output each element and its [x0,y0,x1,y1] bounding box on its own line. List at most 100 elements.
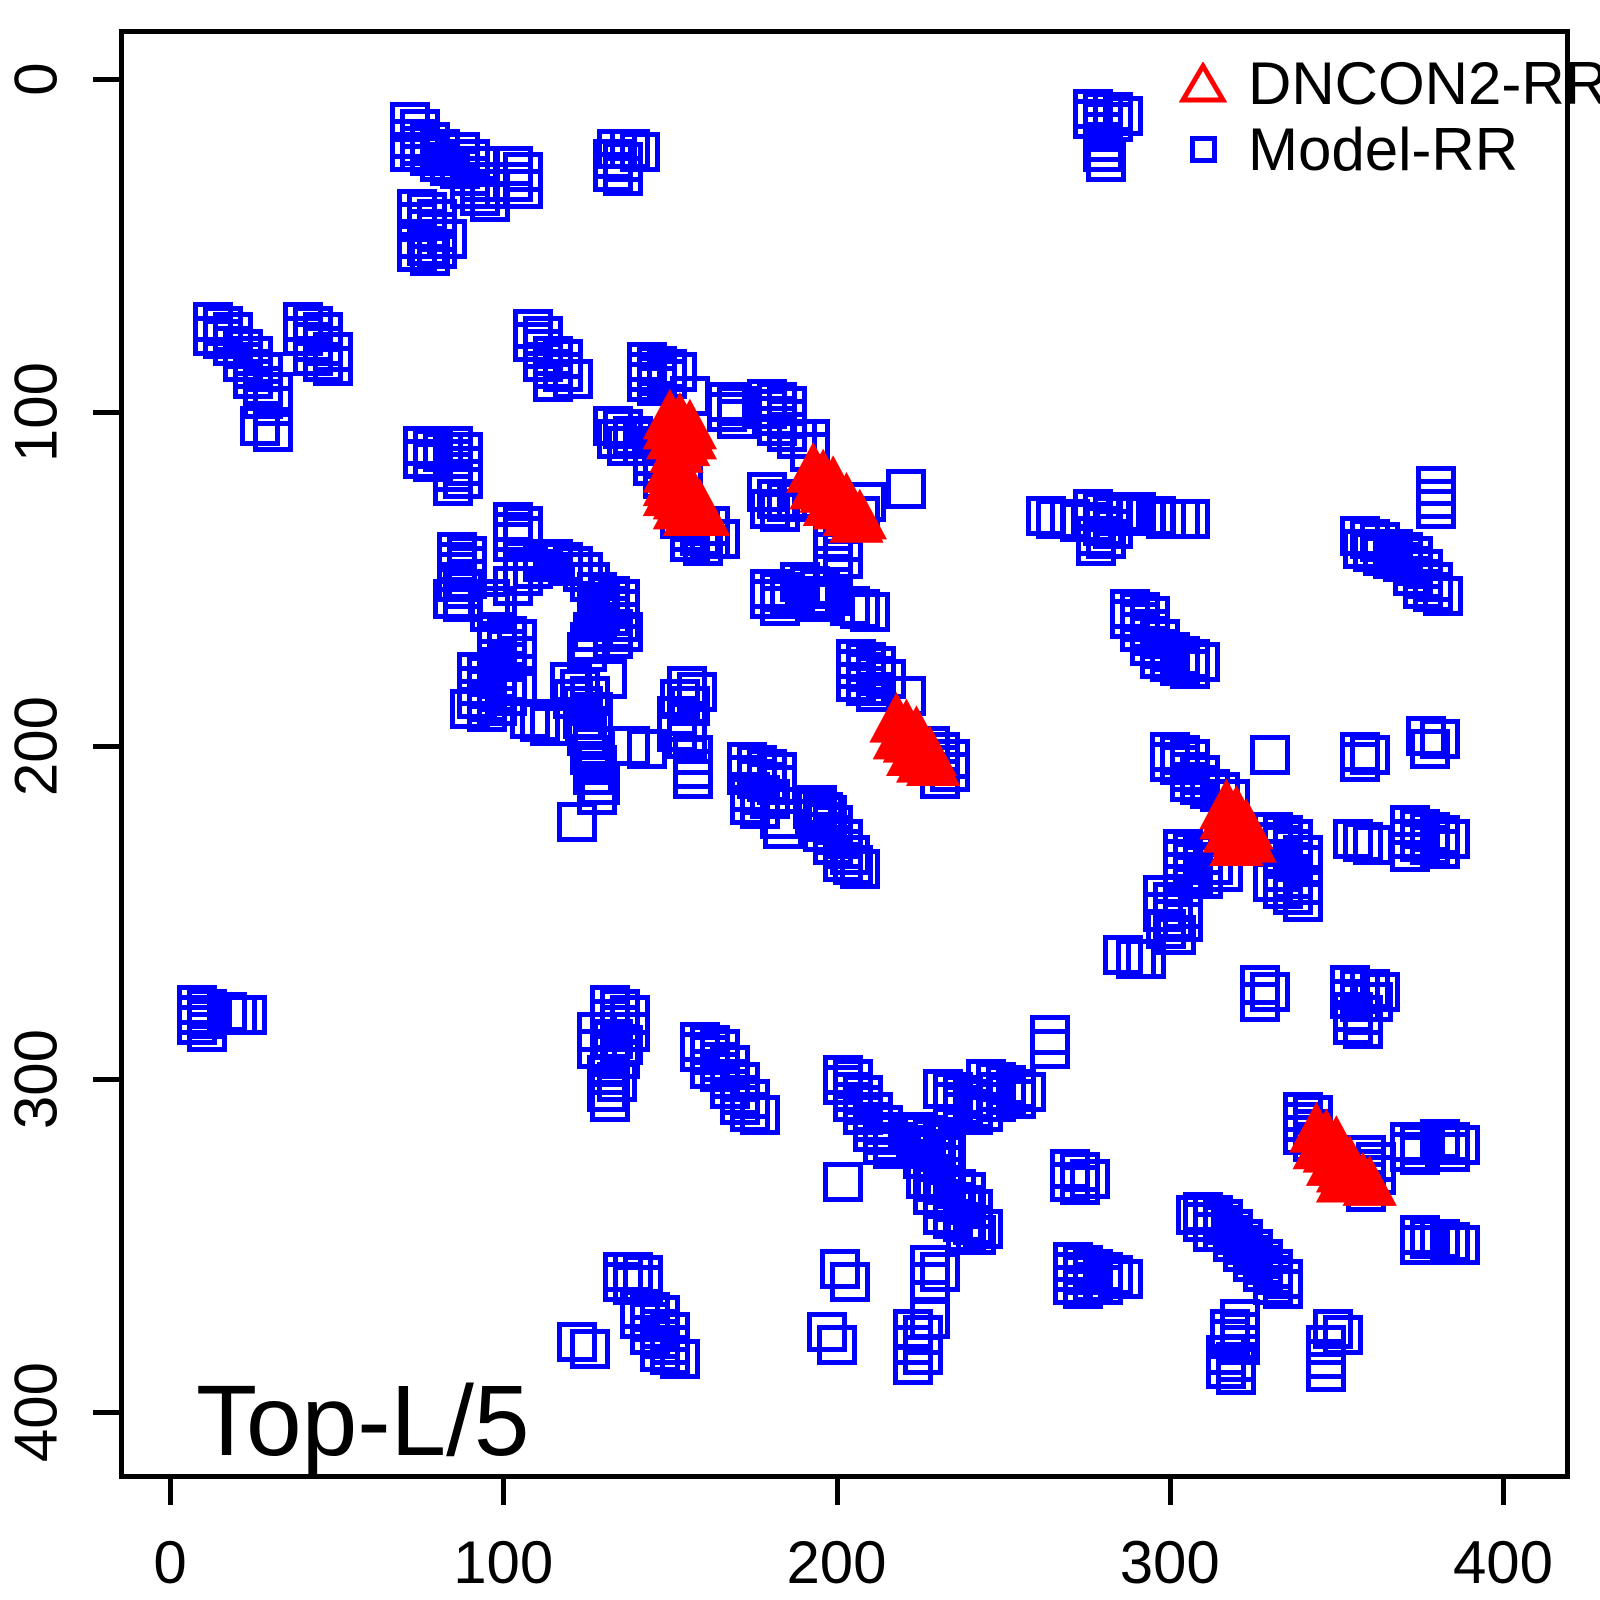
model-rr-point [1439,1225,1480,1266]
x-tick-label: 200 [786,1529,887,1596]
legend: DNCON2-RR Model-RR [1158,50,1600,183]
model-rr-point [796,785,837,826]
model-rr-point [1159,645,1200,686]
chart-title: Top-L/5 [196,1365,530,1477]
model-rr-point [1253,1265,1294,1306]
model-rr-point [433,465,474,506]
model-rr-point [1103,935,1144,976]
model-rr-point [816,1325,857,1366]
model-rr-point [659,1338,700,1379]
model-rr-point [1419,828,1460,869]
legend-label-model: Model-RR [1248,115,1519,183]
model-rr-point [829,835,870,876]
legend-item-model: Model-RR [1158,115,1600,183]
model-rr-point [749,488,790,529]
model-rr-point [1183,1202,1224,1243]
x-tick [834,1479,840,1505]
model-rr-point [1263,1268,1304,1309]
model-rr-point [1399,1225,1440,1266]
model-rr-point [1179,642,1220,683]
model-rr-point [656,352,697,393]
model-rr-point [589,1082,630,1123]
model-rr-point [1029,1028,1070,1069]
x-tick [168,1479,173,1505]
model-rr-point [1306,1352,1347,1392]
model-rr-point [1169,498,1210,539]
x-tick [501,1479,507,1505]
model-rr-point [1339,742,1380,783]
model-rr-point [1249,735,1290,776]
model-rr-point [409,235,450,276]
model-rr-point [1353,825,1394,866]
model-rr-point [1413,572,1454,613]
model-rr-point [1126,938,1167,979]
model-rr-point [593,152,634,193]
dncon2-rr-point [1209,815,1264,866]
plot-border [119,29,1570,1479]
y-tick [93,1076,119,1082]
model-rr-point [603,612,644,653]
model-rr-point [956,1215,997,1256]
model-rr-point [533,362,574,403]
x-tick-label: 400 [1452,1529,1554,1596]
model-rr-point [1249,972,1290,1013]
model-rr-point [493,162,534,203]
model-rr-point [1283,882,1324,923]
model-rr-point [1343,1008,1384,1049]
model-rr-point [1416,488,1457,529]
model-rr-point [893,1345,934,1386]
model-rr-point [799,582,840,623]
model-rr-point [1093,1255,1134,1296]
model-rr-point [239,405,280,446]
model-rr-point [919,1252,960,1293]
model-rr-point [846,665,887,706]
model-rr-point [1169,648,1210,689]
model-rr-point [253,412,294,453]
model-rr-point [456,678,497,719]
model-rr-point [176,1005,217,1046]
model-rr-point [903,1335,944,1376]
model-rr-point [996,1078,1037,1119]
model-rr-point [556,1322,597,1363]
model-rr-point [503,168,544,209]
model-rr-point [416,228,457,269]
y-tick [93,77,119,82]
model-rr-point [806,1312,847,1353]
model-rr-point [603,155,644,196]
dncon2-rr-point [905,735,961,786]
model-rr-point [579,765,620,806]
model-rr-point [569,1328,610,1369]
y-tick [93,410,119,416]
scatter-points-layer [119,29,1570,1479]
x-tick-label: 300 [1119,1529,1220,1596]
model-rr-point [593,618,634,659]
model-rr-point [466,692,507,733]
model-rr-point [1073,1262,1114,1303]
model-rr-point [839,848,880,889]
model-rr-point [586,1072,627,1113]
x-tick-label: 100 [453,1529,554,1596]
model-rr-point [849,592,890,633]
model-rr-point [829,1262,870,1303]
model-rr-point [953,1205,994,1246]
model-rr-point [823,1162,864,1203]
y-tick-label: 400 [2,1361,70,1463]
model-rr-point [1083,132,1124,173]
model-rr-point [706,392,747,433]
y-tick [93,1410,119,1415]
model-rr-point [1103,1258,1144,1299]
model-rr-point [543,352,584,393]
dncon2-rr-point [829,491,884,543]
model-rr-point [819,1248,860,1289]
model-rr-point [1086,518,1127,559]
legend-item-dncon2: DNCON2-RR [1158,50,1600,117]
model-rr-point [1343,822,1384,863]
model-rr-point [1156,915,1197,956]
model-rr-point [1419,718,1460,759]
x-tick-label: 0 [153,1529,187,1596]
model-rr-point [1353,982,1394,1023]
model-rr-point [1059,1165,1100,1206]
model-rr-point [1273,875,1314,916]
model-rr-point [443,458,484,499]
model-rr-point [1389,1132,1430,1173]
